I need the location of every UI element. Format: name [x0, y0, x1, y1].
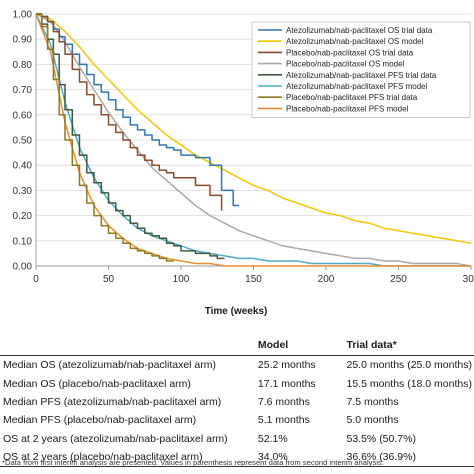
- table-cell-label: Median PFS (placebo/nab-paclitaxel arm): [3, 414, 197, 427]
- table-row: Median PFS (placebo/nab-paclitaxel arm) …: [0, 411, 474, 429]
- series-line-atezolizumab-nab-paclitaxel-os-trial-data: [36, 13, 239, 207]
- legend-label: Atezolizumab/nab-paclitaxel PFS model: [286, 82, 428, 91]
- table-cell-trial: 15.5 months (18.0 months): [346, 377, 472, 390]
- table-cell-trial: 5.0 months: [346, 414, 399, 427]
- y-tick-label: 1.00: [13, 10, 33, 21]
- series-lines: [35, 13, 472, 267]
- series-line-placebo-nab-paclitaxel-pfs-trial-data: [36, 13, 174, 262]
- survival-chart: 0.00 0.10 0.20 0.30 0.40 0.50 0.60 0.70 0.80 0.90…: [13, 10, 474, 318]
- y-tick-label: 0.70: [13, 85, 33, 96]
- series-line-atezolizumab-nab-paclitaxel-os-model: [35, 13, 472, 245]
- table-header-row: Model Trial data*: [0, 338, 474, 356]
- legend-label: Atezolizumab/nab-paclitaxel PFS trial da…: [286, 71, 437, 80]
- series-line-placebo-nab-paclitaxel-os-trial-data: [36, 13, 223, 211]
- table-header-cell: [0, 338, 255, 356]
- legend-label: Placebo/nab-paclitaxel PFS trial data: [286, 93, 418, 102]
- table-row: Median OS (placebo/nab-paclitaxel arm) 1…: [0, 374, 474, 392]
- legend: Atezolizumab/nab-paclitaxel OS trial dat…: [251, 21, 471, 118]
- table-cell-model: 25.2 months: [257, 359, 316, 372]
- legend-label: Atezolizumab/nab-paclitaxel OS model: [286, 37, 424, 46]
- table-cell-label: Median OS (atezolizumab/nab-paclitaxel a…: [3, 359, 217, 372]
- y-tick-label: 0.30: [13, 186, 33, 197]
- table-cell-model: 52.1%: [257, 432, 288, 445]
- table-cell-model: 7.6 months: [257, 395, 310, 408]
- x-tick-label: 250: [390, 274, 407, 285]
- y-tick-label: 0.50: [13, 136, 33, 147]
- x-tick-label: 300: [463, 274, 474, 285]
- table-cell-model: 17.1 months: [257, 377, 316, 390]
- y-tick-label: 0.90: [13, 35, 33, 46]
- series-line-atezolizumab-nab-paclitaxel-pfs-trial-data: [36, 13, 225, 260]
- x-axis-title: Time (weeks): [205, 306, 268, 317]
- legend-label: Atezolizumab/nab-paclitaxel OS trial dat…: [286, 26, 433, 35]
- summary-table: Model Trial data* Median OS (atezolizuma…: [0, 338, 474, 468]
- table-cell-label: Median PFS (atezolizumab/nab-paclitaxel …: [3, 395, 222, 408]
- legend-label: Placebo/nab-paclitaxel OS model: [286, 60, 405, 69]
- legend-label: Placebo/nab-paclitaxel OS trial data: [286, 48, 414, 57]
- y-tick-label: 0.60: [13, 110, 33, 121]
- series-line-placebo-nab-paclitaxel-os-model: [35, 13, 472, 267]
- table-row: OS at 2 years (atezolizumab/nab-paclitax…: [0, 430, 474, 448]
- table-header-cell: Model: [254, 338, 344, 356]
- table-cell-label: OS at 2 years (atezolizumab/nab-paclitax…: [3, 432, 228, 445]
- footnote: *Data from first interim analysis are pr…: [2, 458, 384, 467]
- table-cell-label: OS at 2 years (placebo/nab-paclitaxel ar…: [0, 447, 255, 468]
- table-cell-trial: 7.5 months: [346, 395, 399, 408]
- x-tick-label: 200: [318, 274, 335, 285]
- table-header-cell: Trial data*: [343, 338, 474, 356]
- y-tick-label: 0.20: [13, 211, 33, 222]
- table-row: OS at 2 years (placebo/nab-paclitaxel ar…: [0, 447, 474, 468]
- table-row: Median OS (atezolizumab/nab-paclitaxel a…: [0, 356, 474, 375]
- legend-label: Placebo/nab-paclitaxel PFS model: [286, 104, 409, 113]
- table-cell-model: 34.0%: [254, 447, 344, 468]
- table-row: Median PFS (atezolizumab/nab-paclitaxel …: [0, 393, 474, 411]
- y-tick-label: 0.80: [13, 60, 33, 71]
- y-tick-label: 0.40: [13, 161, 33, 172]
- y-tick-label: 0.00: [13, 262, 33, 273]
- x-tick-label: 0: [33, 274, 39, 285]
- y-tick-label: 0.10: [13, 236, 33, 247]
- table-cell-model: 5.1 months: [257, 414, 310, 427]
- table-cell-label: Median OS (placebo/nab-paclitaxel arm): [3, 377, 191, 390]
- legend-box: [251, 21, 471, 118]
- table-cell-trial: 25.0 months (25.0 months): [346, 359, 472, 372]
- table-cell-trial: 36.6% (36.9%): [343, 447, 474, 468]
- table-cell-trial: 53.5% (50.7%): [346, 432, 416, 445]
- x-tick-label: 50: [103, 274, 115, 285]
- x-tick-label: 100: [173, 274, 190, 285]
- x-tick-label: 150: [245, 274, 262, 285]
